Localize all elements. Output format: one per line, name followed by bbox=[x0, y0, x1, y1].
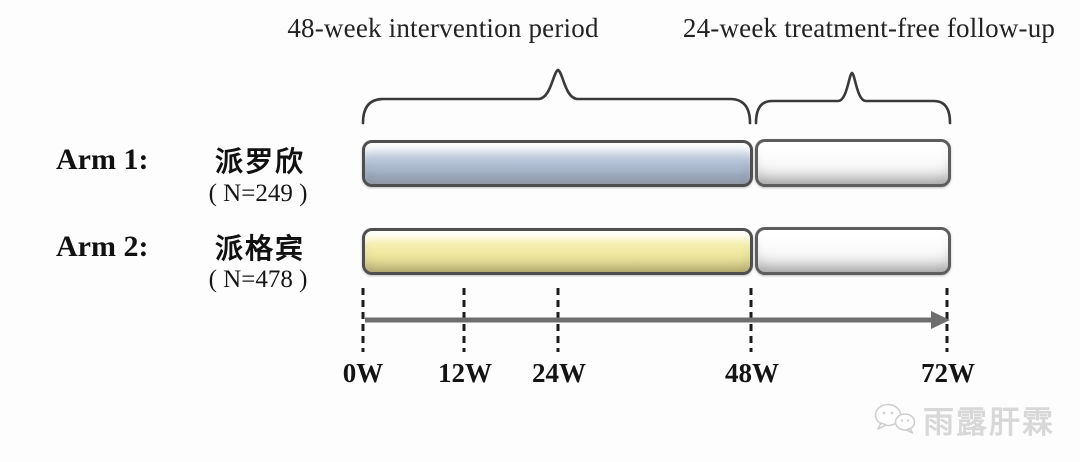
timeline-arrow-icon bbox=[365, 311, 950, 329]
watermark: 雨露肝霖 bbox=[873, 397, 1055, 442]
followup-period-label: 24-week treatment-free follow-up bbox=[682, 13, 1056, 43]
arm1-enrollment: ( N=249 ) bbox=[208, 180, 308, 207]
arm2-drug-name: 派格宾 bbox=[214, 233, 306, 264]
watermark-text: 雨露肝霖 bbox=[923, 405, 1055, 440]
intervention-brace-icon bbox=[361, 68, 752, 125]
arm1-intervention-bar bbox=[362, 140, 753, 187]
arm2-label: Arm 2: bbox=[56, 230, 149, 263]
arm1-drug-name: 派罗欣 bbox=[214, 146, 306, 177]
tick-label-12w: 12W bbox=[438, 358, 492, 388]
intervention-period-label: 48-week intervention period bbox=[287, 13, 599, 43]
arm2-intervention-bar bbox=[362, 228, 753, 275]
tick-label-72w: 72W bbox=[921, 358, 975, 388]
tick-label-24w: 24W bbox=[532, 358, 586, 388]
arm1-followup-bar bbox=[755, 139, 951, 187]
arm2-followup-bar bbox=[755, 227, 951, 275]
arm1-label: Arm 1: bbox=[56, 143, 149, 176]
wechat-bubbles-icon bbox=[873, 400, 917, 440]
week-tick-lines bbox=[361, 288, 949, 352]
tick-label-48w: 48W bbox=[725, 358, 779, 388]
followup-brace-icon bbox=[754, 71, 952, 125]
tick-label-0w: 0W bbox=[342, 358, 384, 388]
arm2-enrollment: ( N=478 ) bbox=[208, 266, 308, 293]
